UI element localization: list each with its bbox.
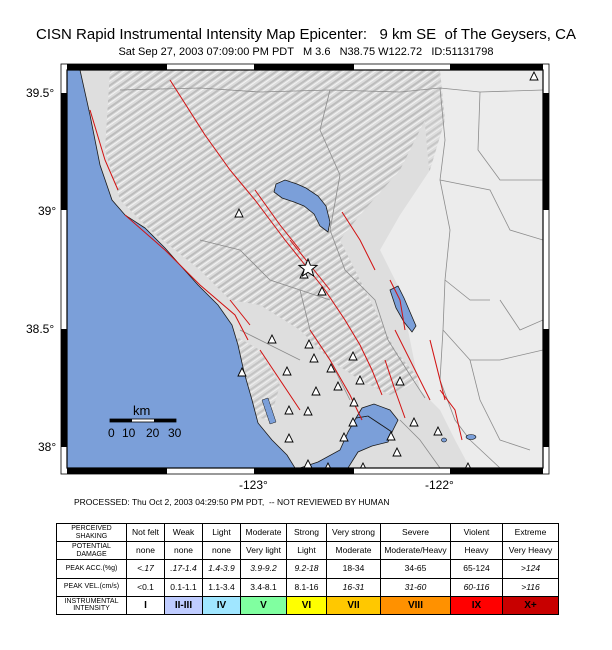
legend-cell: 16-31 — [326, 577, 381, 597]
legend-row-label: PERCEIVED SHAKING — [56, 522, 127, 543]
legend-cell: Moderate — [240, 522, 287, 543]
outer-frame — [60, 63, 550, 475]
legend-cell: Not felt — [126, 522, 165, 543]
legend-cell: 3.4-8.1 — [240, 577, 287, 597]
legend-cell: Heavy — [450, 541, 503, 561]
lon-tick-123: -123° — [239, 478, 268, 492]
legend-cell: none — [164, 541, 203, 561]
central-valley — [380, 70, 543, 468]
intensity-swatch: VII — [326, 595, 381, 616]
legend-cell: 9.2-18 — [286, 559, 327, 579]
legend-cell: .17-1.4 — [164, 559, 203, 579]
legend-cell: 3.9-9.2 — [240, 559, 287, 579]
legend-cell: Moderate/Heavy — [380, 541, 451, 561]
intensity-legend: PERCEIVED SHAKING Not felt Weak Light Mo… — [56, 522, 559, 616]
lat-tick-38: 38° — [38, 440, 57, 454]
lat-tick-38-5: 38.5° — [26, 322, 55, 336]
tomales-bay — [261, 397, 277, 425]
legend-cell: Severe — [380, 522, 451, 543]
event-details: Sat Sep 27, 2003 07:09:00 PM PDT M 3.6 N… — [118, 46, 494, 58]
pacific-ocean — [67, 70, 296, 468]
legend-row-intensity: INSTRUMENTAL INTENSITY I II-III IV V VI … — [56, 595, 559, 616]
legend-row-label: INSTRUMENTAL INTENSITY — [56, 595, 127, 616]
scale-label-20: 20 — [146, 426, 160, 440]
map-border-ticks — [61, 64, 549, 474]
intensity-swatch: X+ — [502, 595, 559, 616]
legend-cell: none — [126, 541, 165, 561]
legend-cell: <0.1 — [126, 577, 165, 597]
intensity-swatch: IV — [202, 595, 241, 616]
san-pablo-bay — [355, 403, 399, 433]
legend-cell: 65-124 — [450, 559, 503, 579]
intensity-swatch: V — [240, 595, 287, 616]
scale-unit: km — [133, 403, 151, 418]
legend-row-damage: POTENTIAL DAMAGE none none none Very lig… — [56, 541, 559, 561]
epicenter-star-icon — [297, 257, 319, 278]
legend-cell: 0.1-1.1 — [164, 577, 203, 597]
legend-cell: Very strong — [326, 522, 381, 543]
clear-lake — [273, 179, 331, 233]
processed-note: PROCESSED: Thu Oct 2, 2003 04:29:50 PM P… — [74, 497, 390, 507]
lat-tick-39-5: 39.5° — [26, 86, 55, 100]
intensity-swatch: I — [126, 595, 165, 616]
legend-cell: 18-34 — [326, 559, 381, 579]
lat-tick-39: 39° — [38, 204, 57, 218]
legend-cell: Moderate — [326, 541, 381, 561]
legend-cell: Very Heavy — [502, 541, 559, 561]
legend-cell: Violent — [450, 522, 503, 543]
legend-cell: >116 — [502, 577, 559, 597]
legend-cell: Light — [202, 522, 241, 543]
legend-cell: 1.4-3.9 — [202, 559, 241, 579]
legend-cell: none — [202, 541, 241, 561]
legend-cell: 34-65 — [380, 559, 451, 579]
lake-berryessa — [389, 285, 417, 333]
scale-label-30: 30 — [168, 426, 182, 440]
legend-cell: >124 — [502, 559, 559, 579]
lon-tick-122: -122° — [425, 478, 454, 492]
legend-cell: Strong — [286, 522, 327, 543]
legend-cell: 31-60 — [380, 577, 451, 597]
legend-row-label: PEAK ACC.(%g) — [56, 559, 127, 579]
legend-cell: <.17 — [126, 559, 165, 579]
legend-row-label: PEAK VEL.(cm/s) — [56, 577, 127, 597]
legend-row-vel: PEAK VEL.(cm/s) <0.1 0.1-1.1 1.1-3.4 3.4… — [56, 577, 559, 597]
legend-cell: Very light — [240, 541, 287, 561]
legend-cell: Weak — [164, 522, 203, 543]
legend-cell: Extreme — [502, 522, 559, 543]
intensity-swatch: VIII — [380, 595, 451, 616]
county-boundaries — [119, 87, 543, 468]
intensity-swatch: II-III — [164, 595, 203, 616]
delta-waterways — [441, 434, 477, 443]
scale-label-0: 0 — [108, 426, 115, 440]
legend-cell: 1.1-3.4 — [202, 577, 241, 597]
legend-cell: Light — [286, 541, 327, 561]
relief-shading — [105, 70, 440, 395]
legend-cell: 60-116 — [450, 577, 503, 597]
intensity-swatch: VI — [286, 595, 327, 616]
legend-cell: 8.1-16 — [286, 577, 327, 597]
intensity-swatch: IX — [450, 595, 503, 616]
scale-label-10: 10 — [122, 426, 136, 440]
legend-row-acc: PEAK ACC.(%g) <.17 .17-1.4 1.4-3.9 3.9-9… — [56, 559, 559, 579]
legend-row-shaking: PERCEIVED SHAKING Not felt Weak Light Mo… — [56, 522, 559, 543]
scale-bar — [109, 418, 177, 423]
map-title: CISN Rapid Instrumental Intensity Map Ep… — [36, 26, 576, 43]
legend-row-label: POTENTIAL DAMAGE — [56, 541, 127, 561]
